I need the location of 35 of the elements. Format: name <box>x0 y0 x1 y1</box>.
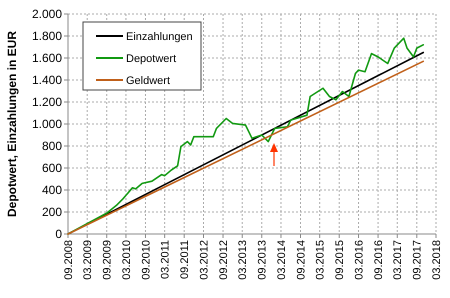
y-tick-label: 400 <box>42 183 62 198</box>
y-tick-label: 1.000 <box>32 117 62 132</box>
x-tick-label: 03.2011 <box>160 240 172 279</box>
y-tick-label: 1.200 <box>32 95 62 110</box>
x-tick-label: 03.2015 <box>314 240 327 280</box>
x-tick-label: 09.2012 <box>218 240 230 280</box>
y-axis-title: Depotwert, Einzahlungen in EUR <box>5 30 19 218</box>
legend-label: Einzahlungen <box>126 30 193 43</box>
x-tick-label: 09.2014 <box>295 240 308 280</box>
x-tick-label: 09.2016 <box>372 240 385 280</box>
x-tick-label: 03.2016 <box>353 240 366 280</box>
x-tick-label: 09.2009 <box>102 240 114 280</box>
y-tick-label: 0 <box>55 227 62 242</box>
x-tick-label: 09.2010 <box>140 240 152 280</box>
legend-label: Geldwert <box>126 74 170 87</box>
x-tick-label: 03.2009 <box>82 240 94 280</box>
x-tick-label: 09.2008 <box>62 240 75 280</box>
x-tick-label: 03.2017 <box>392 240 404 280</box>
y-tick-label: 1.400 <box>32 73 62 88</box>
x-tick-label: 09.2013 <box>256 240 269 280</box>
y-tick-label: 200 <box>42 205 62 220</box>
x-tick-label: 09.2015 <box>334 240 346 280</box>
x-tick-label: 03.2012 <box>198 240 210 280</box>
x-tick-label: 03.2014 <box>276 240 288 280</box>
legend-label: Depotwert <box>126 52 176 65</box>
x-tick-label: 03.2013 <box>237 240 250 280</box>
x-tick-label: 03.2010 <box>120 240 133 280</box>
x-tick-label: 03.2018 <box>430 240 443 280</box>
x-tick-label: 09.2011 <box>179 240 192 279</box>
x-tick-label: 09.2017 <box>412 240 424 280</box>
y-tick-label: 2.000 <box>32 7 62 22</box>
y-tick-label: 1.800 <box>32 29 62 44</box>
y-tick-label: 1.600 <box>32 51 62 66</box>
y-tick-label: 800 <box>42 139 62 154</box>
y-tick-label: 600 <box>42 161 62 176</box>
